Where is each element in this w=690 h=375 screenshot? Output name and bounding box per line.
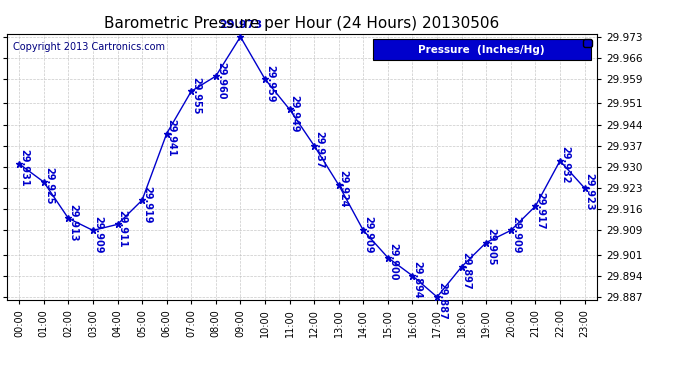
Text: 29.931: 29.931 xyxy=(19,149,29,187)
Text: 29.909: 29.909 xyxy=(511,216,521,254)
Legend:  xyxy=(583,39,591,47)
Text: Pressure  (Inches/Hg): Pressure (Inches/Hg) xyxy=(419,45,545,55)
FancyBboxPatch shape xyxy=(373,39,591,60)
Text: 29.887: 29.887 xyxy=(437,282,447,320)
Text: 29.960: 29.960 xyxy=(216,62,226,99)
Text: 29.955: 29.955 xyxy=(191,76,201,114)
Text: 29.913: 29.913 xyxy=(68,204,79,241)
Text: 29.897: 29.897 xyxy=(462,252,472,290)
Text: 29.937: 29.937 xyxy=(314,131,324,169)
Text: 29.923: 29.923 xyxy=(584,174,595,211)
Text: 29.932: 29.932 xyxy=(560,146,570,184)
Text: 29.909: 29.909 xyxy=(93,216,103,254)
Text: 29.909: 29.909 xyxy=(364,216,373,254)
Text: Copyright 2013 Cartronics.com: Copyright 2013 Cartronics.com xyxy=(13,42,165,52)
Text: 29.911: 29.911 xyxy=(117,210,128,247)
Text: 29.949: 29.949 xyxy=(290,95,299,132)
Text: 29.894: 29.894 xyxy=(413,261,422,299)
Text: 29.959: 29.959 xyxy=(265,64,275,102)
Text: 29.917: 29.917 xyxy=(535,192,545,229)
Text: 29.925: 29.925 xyxy=(43,167,54,205)
Text: 29.905: 29.905 xyxy=(486,228,496,266)
Text: 29.941: 29.941 xyxy=(167,119,177,156)
Text: 29.973: 29.973 xyxy=(219,20,262,30)
Text: 29.919: 29.919 xyxy=(142,186,152,223)
Text: 29.924: 29.924 xyxy=(339,171,348,208)
Title: Barometric Pressure per Hour (24 Hours) 20130506: Barometric Pressure per Hour (24 Hours) … xyxy=(104,16,500,31)
Text: 29.900: 29.900 xyxy=(388,243,398,280)
